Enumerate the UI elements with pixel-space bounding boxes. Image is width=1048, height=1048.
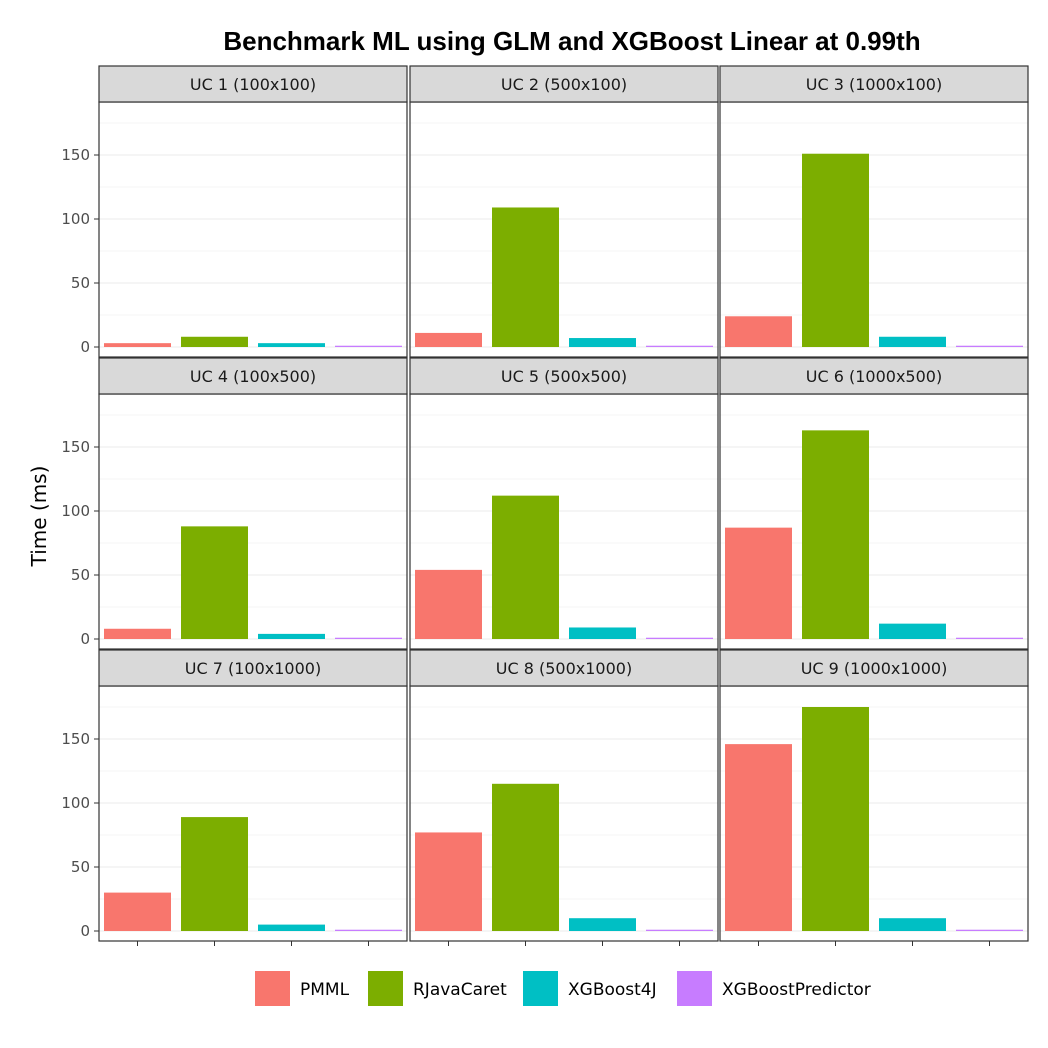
legend-swatch-xgboostpredictor xyxy=(677,971,712,1006)
y-tick-label: 0 xyxy=(80,922,90,940)
bar-rjavacaret xyxy=(492,495,559,639)
panel-background xyxy=(99,102,407,357)
bar-pmml xyxy=(725,316,792,347)
facet-strip xyxy=(719,65,1029,103)
bar-xgboost4j xyxy=(258,924,325,931)
panel-background xyxy=(99,394,407,649)
legend-swatch-xgboost4j xyxy=(523,971,558,1006)
legend: PMML RJavaCaret XGBoost4J XGBoostPredictor xyxy=(255,971,871,1006)
y-tick-label: 100 xyxy=(61,210,90,228)
bar-xgboost4j xyxy=(258,343,325,347)
y-tick-label: 150 xyxy=(61,730,90,748)
facet-panel: UC 3 (1000x100) xyxy=(719,65,1029,358)
legend-label-pmml: PMML xyxy=(300,980,350,1000)
bar-xgboostpredictor xyxy=(335,637,402,639)
y-tick-label: 150 xyxy=(61,146,90,164)
facet-strip xyxy=(719,357,1029,395)
bar-rjavacaret xyxy=(802,430,869,639)
y-tick-label: 50 xyxy=(71,858,90,876)
facet-panel: UC 5 (500x500) xyxy=(409,357,719,650)
facet-panel: UC 8 (500x1000) xyxy=(409,649,719,946)
facet-label: UC 7 (100x1000) xyxy=(185,659,321,678)
bar-pmml xyxy=(104,892,171,931)
bar-xgboost4j xyxy=(569,918,636,931)
facet-label: UC 4 (100x500) xyxy=(190,367,316,386)
bar-rjavacaret xyxy=(181,336,248,347)
bar-rjavacaret xyxy=(181,526,248,639)
bar-rjavacaret xyxy=(802,707,869,931)
bar-pmml xyxy=(104,343,171,347)
bar-xgboost4j xyxy=(569,338,636,347)
bar-xgboost4j xyxy=(879,336,946,347)
y-tick-label: 50 xyxy=(71,274,90,292)
bar-xgboost4j xyxy=(258,633,325,639)
legend-label-rjavacaret: RJavaCaret xyxy=(413,980,507,1000)
panel-background xyxy=(720,102,1028,357)
bar-pmml xyxy=(415,332,482,347)
y-tick-label: 100 xyxy=(61,794,90,812)
facet-label: UC 8 (500x1000) xyxy=(496,659,632,678)
bar-pmml xyxy=(725,744,792,931)
bar-xgboostpredictor xyxy=(335,929,402,931)
y-tick-label: 150 xyxy=(61,438,90,456)
bar-xgboostpredictor xyxy=(956,637,1023,639)
bar-xgboostpredictor xyxy=(956,929,1023,931)
facet-strip xyxy=(409,649,719,687)
bar-xgboostpredictor xyxy=(646,929,713,931)
facet-panel: UC 7 (100x1000) 0 50 100 150 xyxy=(61,649,408,946)
bar-pmml xyxy=(104,628,171,639)
bar-pmml xyxy=(415,569,482,639)
legend-swatch-pmml xyxy=(255,971,290,1006)
facet-strip xyxy=(719,649,1029,687)
legend-label-xgboostpredictor: XGBoostPredictor xyxy=(722,980,871,1000)
bar-xgboostpredictor xyxy=(335,345,402,347)
y-tick-label: 100 xyxy=(61,502,90,520)
facet-label: UC 5 (500x500) xyxy=(501,367,627,386)
legend-swatch-rjavacaret xyxy=(368,971,403,1006)
facet-label: UC 2 (500x100) xyxy=(501,75,627,94)
bar-xgboost4j xyxy=(569,627,636,639)
facet-label: UC 3 (1000x100) xyxy=(806,75,942,94)
y-axis-label: Time (ms) xyxy=(27,466,51,568)
bar-xgboostpredictor xyxy=(646,637,713,639)
bar-xgboostpredictor xyxy=(646,345,713,347)
bar-xgboost4j xyxy=(879,918,946,931)
bar-rjavacaret xyxy=(802,153,869,347)
bar-xgboostpredictor xyxy=(956,345,1023,347)
facet-panel: UC 4 (100x500) 0 50 100 150 xyxy=(61,357,408,650)
bar-rjavacaret xyxy=(492,783,559,931)
y-tick-label: 0 xyxy=(80,630,90,648)
bar-pmml xyxy=(725,527,792,639)
facet-label: UC 1 (100x100) xyxy=(190,75,316,94)
facet-strip xyxy=(409,65,719,103)
facet-label: UC 6 (1000x500) xyxy=(806,367,942,386)
legend-label-xgboost4j: XGBoost4J xyxy=(568,980,657,1000)
facet-strip xyxy=(98,649,408,687)
y-tick-label: 50 xyxy=(71,566,90,584)
y-tick-label: 0 xyxy=(80,338,90,356)
facet-panel: UC 2 (500x100) xyxy=(409,65,719,358)
facet-panels: UC 1 (100x100) 0 50 100 150 UC 2 (500x100) UC … xyxy=(61,65,1029,946)
facet-strip xyxy=(98,65,408,103)
facet-label: UC 9 (1000x1000) xyxy=(801,659,948,678)
facet-strip xyxy=(98,357,408,395)
panel-background xyxy=(410,102,718,357)
facet-panel: UC 9 (1000x1000) xyxy=(719,649,1029,946)
chart-title: Benchmark ML using GLM and XGBoost Linea… xyxy=(223,26,920,56)
facet-panel: UC 1 (100x100) 0 50 100 150 xyxy=(61,65,408,358)
bar-rjavacaret xyxy=(492,207,559,347)
bar-pmml xyxy=(415,832,482,931)
facet-panel: UC 6 (1000x500) xyxy=(719,357,1029,650)
facet-strip xyxy=(409,357,719,395)
bar-xgboost4j xyxy=(879,623,946,639)
bar-rjavacaret xyxy=(181,817,248,931)
